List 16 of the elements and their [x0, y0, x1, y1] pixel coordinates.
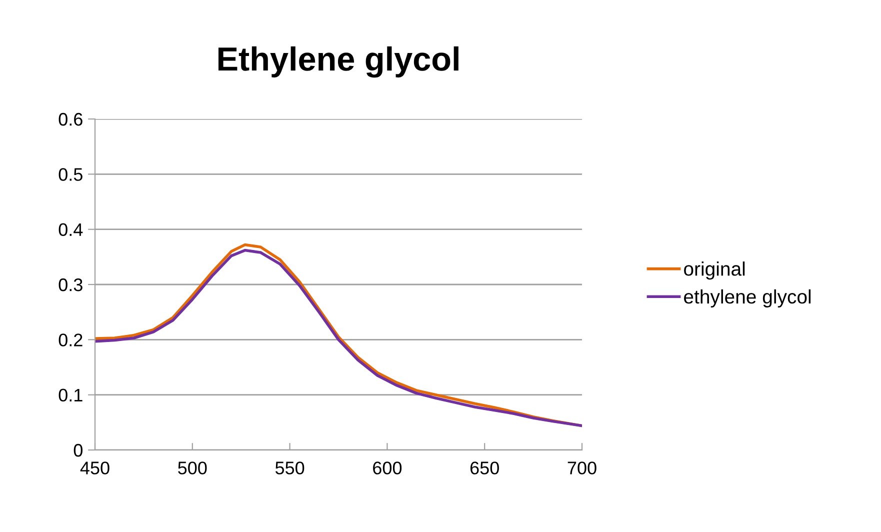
legend-label: original — [684, 262, 745, 280]
legend-label: ethylene glycol — [684, 289, 811, 308]
y-tick-label: 0.3 — [58, 278, 82, 292]
x-tick-label: 600 — [373, 462, 402, 474]
y-tick-label: 0 — [74, 444, 82, 457]
chart-title: Ethylene glycol — [218, 46, 458, 78]
y-tick-label: 0.6 — [58, 112, 82, 126]
y-tick-label: 0.5 — [58, 168, 82, 181]
y-tick-label: 0.2 — [58, 334, 82, 346]
x-tick-label: 500 — [178, 462, 207, 474]
y-tick-label: 0.4 — [58, 223, 83, 236]
y-tick-label: 0.1 — [58, 388, 82, 402]
x-tick-label: 550 — [275, 462, 304, 474]
x-tick-label: 700 — [568, 462, 596, 474]
x-tick-label: 650 — [470, 462, 499, 474]
x-tick-label: 450 — [80, 462, 110, 474]
